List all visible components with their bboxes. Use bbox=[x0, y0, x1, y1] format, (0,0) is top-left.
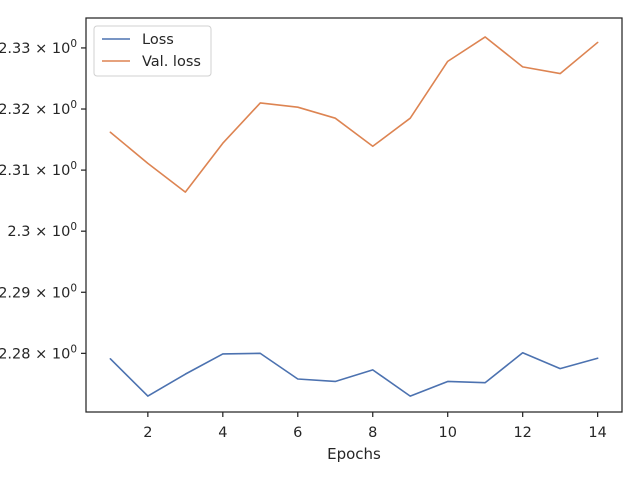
x-tick-label: 4 bbox=[218, 425, 227, 441]
x-tick-label: 12 bbox=[513, 425, 531, 441]
x-axis-label: Epochs bbox=[327, 445, 381, 463]
legend: Loss Val. loss bbox=[93, 25, 212, 77]
y-tick-label: 2.29 × 100 bbox=[0, 282, 77, 301]
x-tick-label: 6 bbox=[293, 425, 302, 441]
plot-frame bbox=[85, 17, 623, 413]
series-line-val-loss bbox=[109, 36, 599, 193]
y-tick-label: 2.31 × 100 bbox=[0, 160, 77, 179]
series-line-loss bbox=[109, 351, 599, 397]
y-tick-label: 2.32 × 100 bbox=[0, 99, 77, 118]
y-tick-label: 2.33 × 100 bbox=[0, 38, 77, 57]
y-tick-label: 2.28 × 100 bbox=[0, 343, 77, 362]
x-tick-label: 8 bbox=[368, 425, 377, 441]
x-tick-label: 14 bbox=[588, 425, 606, 441]
x-tick-label: 10 bbox=[438, 425, 456, 441]
legend-label: Loss bbox=[142, 32, 174, 48]
y-axis-ticks: 2.28 × 100 2.29 × 100 2.3 × 100 2.31 × 100 2… bbox=[0, 38, 86, 362]
x-tick-label: 2 bbox=[143, 425, 152, 441]
x-axis-ticks: 2 4 6 8 10 12 14 bbox=[143, 412, 607, 441]
y-tick-label: 2.3 × 100 bbox=[7, 221, 77, 240]
series-lines bbox=[109, 36, 599, 397]
legend-label: Val. loss bbox=[142, 54, 201, 70]
